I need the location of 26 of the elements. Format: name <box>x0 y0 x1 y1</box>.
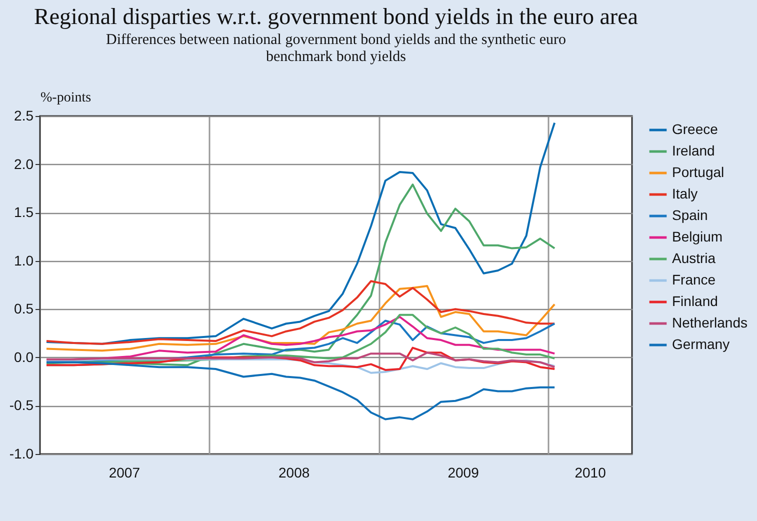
x-tick-label: 2008 <box>278 464 310 480</box>
legend-label: Ireland <box>672 142 715 158</box>
legend-label: Spain <box>672 207 708 223</box>
y-tick-label: 2.5 <box>14 108 34 124</box>
legend-label: Germany <box>672 336 730 352</box>
legend-label: Belgium <box>672 228 723 244</box>
chart-subtitle: Differences between national government bond yields and the synthetic euro benchmark bond yields <box>106 32 566 65</box>
chart-title: Regional disparties w.r.t. government bond yields in the euro area <box>34 4 638 29</box>
y-tick-label: 0.5 <box>14 300 34 317</box>
legend-label: Portugal <box>672 164 724 180</box>
y-axis-title: %-points <box>40 90 92 106</box>
y-tick-label: 0.0 <box>14 348 34 365</box>
legend-label: Finland <box>672 293 718 309</box>
y-tick-label: -1.0 <box>9 446 34 462</box>
x-tick-label: 2009 <box>448 464 480 480</box>
x-tick-label: 2007 <box>108 464 140 480</box>
y-tick-label: 2.0 <box>14 156 34 172</box>
legend-label: France <box>672 272 716 288</box>
legend-label: Netherlands <box>672 314 748 330</box>
legend-label: Greece <box>672 121 718 137</box>
legend-label: Austria <box>672 250 716 266</box>
y-tick-label: -0.5 <box>9 397 34 414</box>
legend-label: Italy <box>672 186 698 202</box>
y-tick-label: 1.5 <box>14 204 34 220</box>
x-tick-label: 2010 <box>574 464 606 480</box>
y-tick-label: 1.0 <box>14 252 34 268</box>
